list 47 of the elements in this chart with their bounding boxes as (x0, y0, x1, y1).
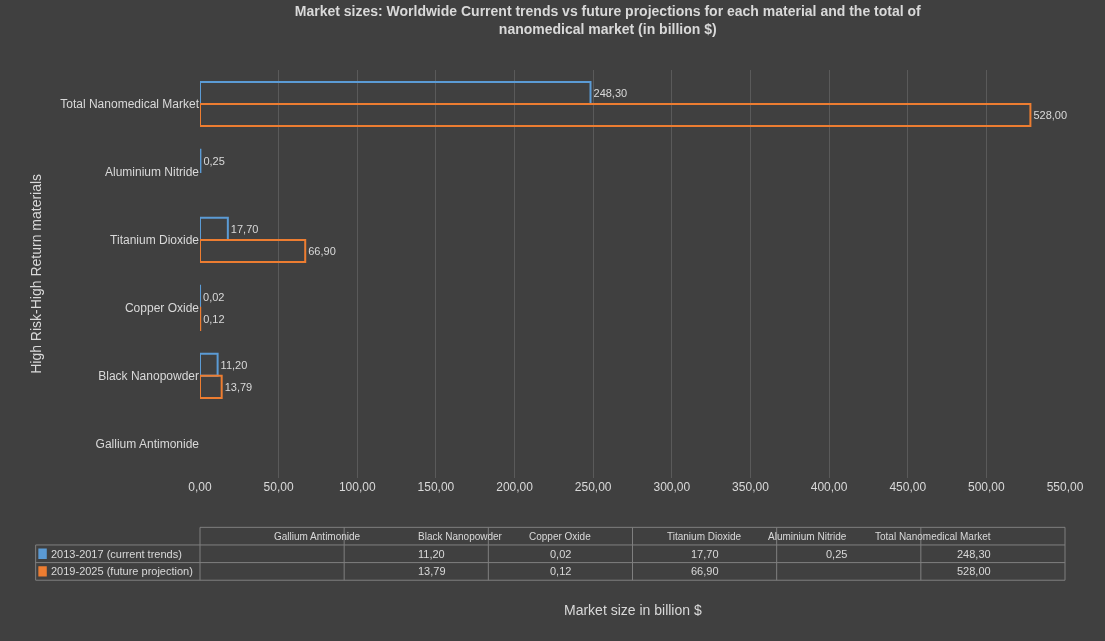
category-label: Black Nanopowder (418, 531, 502, 542)
category-label: Titanium Dioxide (667, 531, 742, 542)
x-tick-label: 50,00 (263, 479, 294, 494)
x-tick-label: 350,00 (732, 479, 770, 494)
data-label: 248,30 (593, 86, 628, 99)
text: 0,02 (550, 548, 572, 560)
category-label: Copper Oxide (529, 531, 591, 542)
x-tick-label: 100,00 (338, 479, 376, 494)
category-label: Total Nanomedical Market (875, 531, 991, 542)
x-tick-label: 450,00 (889, 479, 927, 494)
x-tick-label: 400,00 (810, 479, 848, 494)
x-tick-label: 0,00 (188, 479, 212, 494)
x-tick-label: 250,00 (574, 479, 612, 494)
legend-label: 2019-2025 (future projection) (51, 565, 193, 577)
text: 17,70 (691, 548, 719, 560)
chart-title: Market sizes: Worldwide Current trends vs future projections for each material and the total of nanomedical market (in billion $) (294, 3, 922, 38)
data-label: 0,12 (203, 312, 225, 325)
y-tick-label: Gallium Antimonide (95, 436, 200, 451)
text: 528,00 (957, 565, 991, 577)
x-tick-label: 150,00 (417, 479, 455, 494)
legend-label: 2013-2017 (current trends) (51, 548, 182, 560)
category-label: Aluminium Nitride (768, 531, 847, 542)
y-tick-label: Copper Oxide (124, 301, 200, 316)
data-label: 17,70 (230, 222, 259, 235)
text: 248,30 (957, 548, 991, 560)
x-tick-label: 200,00 (496, 479, 534, 494)
data-label: 0,25 (203, 154, 225, 167)
y-tick-label: Aluminium Nitride (104, 165, 200, 180)
text: 11,20 (418, 548, 445, 560)
category-label: Gallium Antimonide (274, 531, 361, 542)
data-label: 528,00 (1033, 109, 1068, 122)
text: 13,79 (418, 565, 446, 577)
data-label: 13,79 (224, 380, 253, 393)
y-tick-label: Titanium Dioxide (110, 233, 200, 248)
text: 0,25 (826, 548, 848, 560)
data-label: 11,20 (220, 358, 248, 371)
data-label: 0,02 (203, 290, 225, 303)
x-tick-label: 550,00 (1046, 479, 1084, 494)
x-tick-label: 300,00 (653, 479, 691, 494)
data-label: 66,90 (308, 244, 336, 257)
y-axis-title: High Risk-High Return materials (27, 173, 44, 374)
text: Market size in billion $ (564, 602, 702, 618)
text: 66,90 (691, 565, 719, 577)
y-tick-label: Total Nanomedical Market (60, 97, 200, 112)
x-tick-label: 500,00 (968, 479, 1006, 494)
y-tick-label: Black Nanopowder (98, 369, 199, 384)
text: 0,12 (550, 565, 572, 577)
